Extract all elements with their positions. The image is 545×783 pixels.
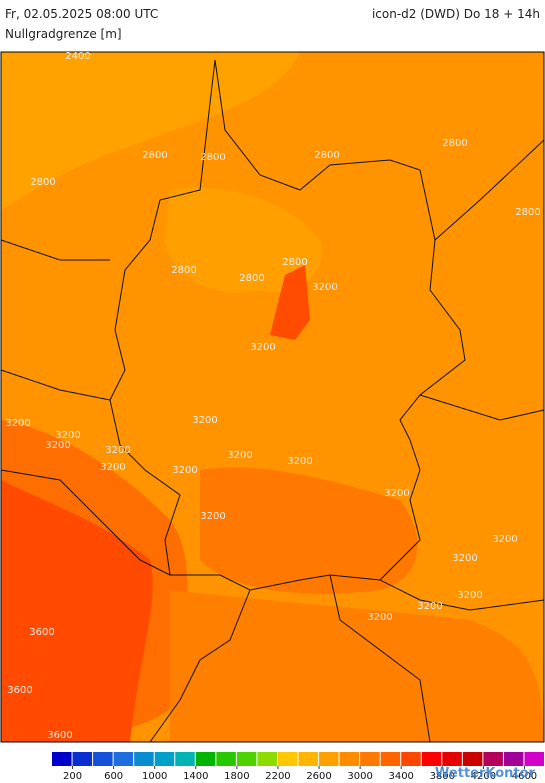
colorbar-box [134, 752, 154, 766]
contour-label: 3200 [312, 282, 337, 293]
borders [0, 59, 545, 743]
contour-label: 2800 [142, 150, 167, 161]
colorbar-label: 1400 [183, 771, 208, 782]
contour-label: 3200 [105, 445, 130, 456]
contour-label: 3600 [7, 685, 32, 696]
map-frame [0, 51, 545, 743]
contour-label: 3200 [172, 465, 197, 476]
contour-label: 3200 [227, 450, 252, 461]
field-north [1, 52, 300, 210]
colorbar-label: 3000 [347, 771, 372, 782]
field-center [165, 187, 322, 293]
contour-label: 3200 [200, 511, 225, 522]
colorbar-box [483, 752, 503, 766]
colorbar-box [421, 752, 442, 766]
colorbar-box [277, 752, 298, 766]
parameter: Nullgradgrenze [m] [5, 27, 122, 41]
colorbar-box [339, 752, 360, 766]
contour-label: 3200 [457, 590, 482, 601]
contour-label: 2800 [282, 257, 307, 268]
model-run: icon-d2 (DWD) Do 18 + 14h [372, 7, 540, 21]
contour-label: 3200 [492, 534, 517, 545]
contour-label: 3600 [47, 730, 72, 741]
contour-label: 2800 [239, 273, 264, 284]
contour-label: 3200 [367, 612, 392, 623]
germany-border [109, 59, 466, 591]
contour-label: 3200 [384, 488, 409, 499]
colorbar-box [52, 752, 72, 766]
colorbar-box [257, 752, 277, 766]
colorbar-label: 3400 [388, 771, 413, 782]
contour-label: 2400 [65, 51, 90, 62]
field-south [200, 467, 418, 594]
colorbar-label: 2600 [306, 771, 331, 782]
watermark: WetterKontor [435, 766, 536, 781]
colorbar: 200 600 1000 1400 1800 2200 2600 3000 3400 3800 42… [52, 752, 544, 782]
colorbar-label: 600 [104, 771, 123, 782]
colorbar-box [319, 752, 339, 766]
colorbar-box [195, 752, 216, 766]
contour-label: 2800 [515, 207, 540, 218]
contour-label: 3200 [100, 462, 125, 473]
contour-label: 3200 [452, 553, 477, 564]
colorbar-box [216, 752, 236, 766]
colorbar-box [380, 752, 401, 766]
colorbar-box [442, 752, 462, 766]
colorbar-box [360, 752, 380, 766]
colorbar-label: 4600 [512, 771, 537, 782]
datetime: Fr, 02.05.2025 08:00 UTC [5, 7, 158, 21]
field-southwest-hot [1, 480, 153, 742]
colorbar-box [236, 752, 257, 766]
contour-label: 2800 [200, 152, 225, 163]
colorbar-label: 1000 [142, 771, 167, 782]
contour-label: 3200 [55, 430, 80, 441]
contour-label: 3200 [192, 415, 217, 426]
contour-label: 3200 [45, 440, 70, 451]
colorbar-label: 2200 [265, 771, 290, 782]
colorbar-box [524, 752, 544, 766]
colorbar-box [298, 752, 319, 766]
colorbar-box [401, 752, 421, 766]
contour-label: 3600 [29, 627, 54, 638]
contour-label: 3200 [5, 418, 30, 429]
colorbar-box [175, 752, 195, 766]
map-fields [1, 52, 544, 742]
colorbar-box [154, 752, 175, 766]
field-alps [170, 590, 544, 742]
contour-labels: 2400 2800 2800 2800 2800 2800 2800 2800 2800 2800… [5, 51, 540, 741]
contour-label: 2800 [314, 150, 339, 161]
colorbar-box [72, 752, 93, 766]
contour-label: 2800 [171, 265, 196, 276]
colorbar-box [93, 752, 113, 766]
colorbar-label: 4200 [471, 771, 496, 782]
field-hotspot [270, 265, 310, 340]
colorbar-box [503, 752, 524, 766]
contour-label: 3200 [250, 342, 275, 353]
contour-label: 2800 [442, 138, 467, 149]
contour-label: 2800 [30, 177, 55, 188]
colorbar-box [462, 752, 483, 766]
colorbar-label: 1800 [224, 771, 249, 782]
other-borders [0, 139, 545, 743]
colorbar-label: 200 [63, 771, 82, 782]
colorbar-box [113, 752, 134, 766]
contour-label: 3200 [287, 456, 312, 467]
contour-label: 3200 [417, 601, 442, 612]
colorbar-label: 3800 [430, 771, 455, 782]
